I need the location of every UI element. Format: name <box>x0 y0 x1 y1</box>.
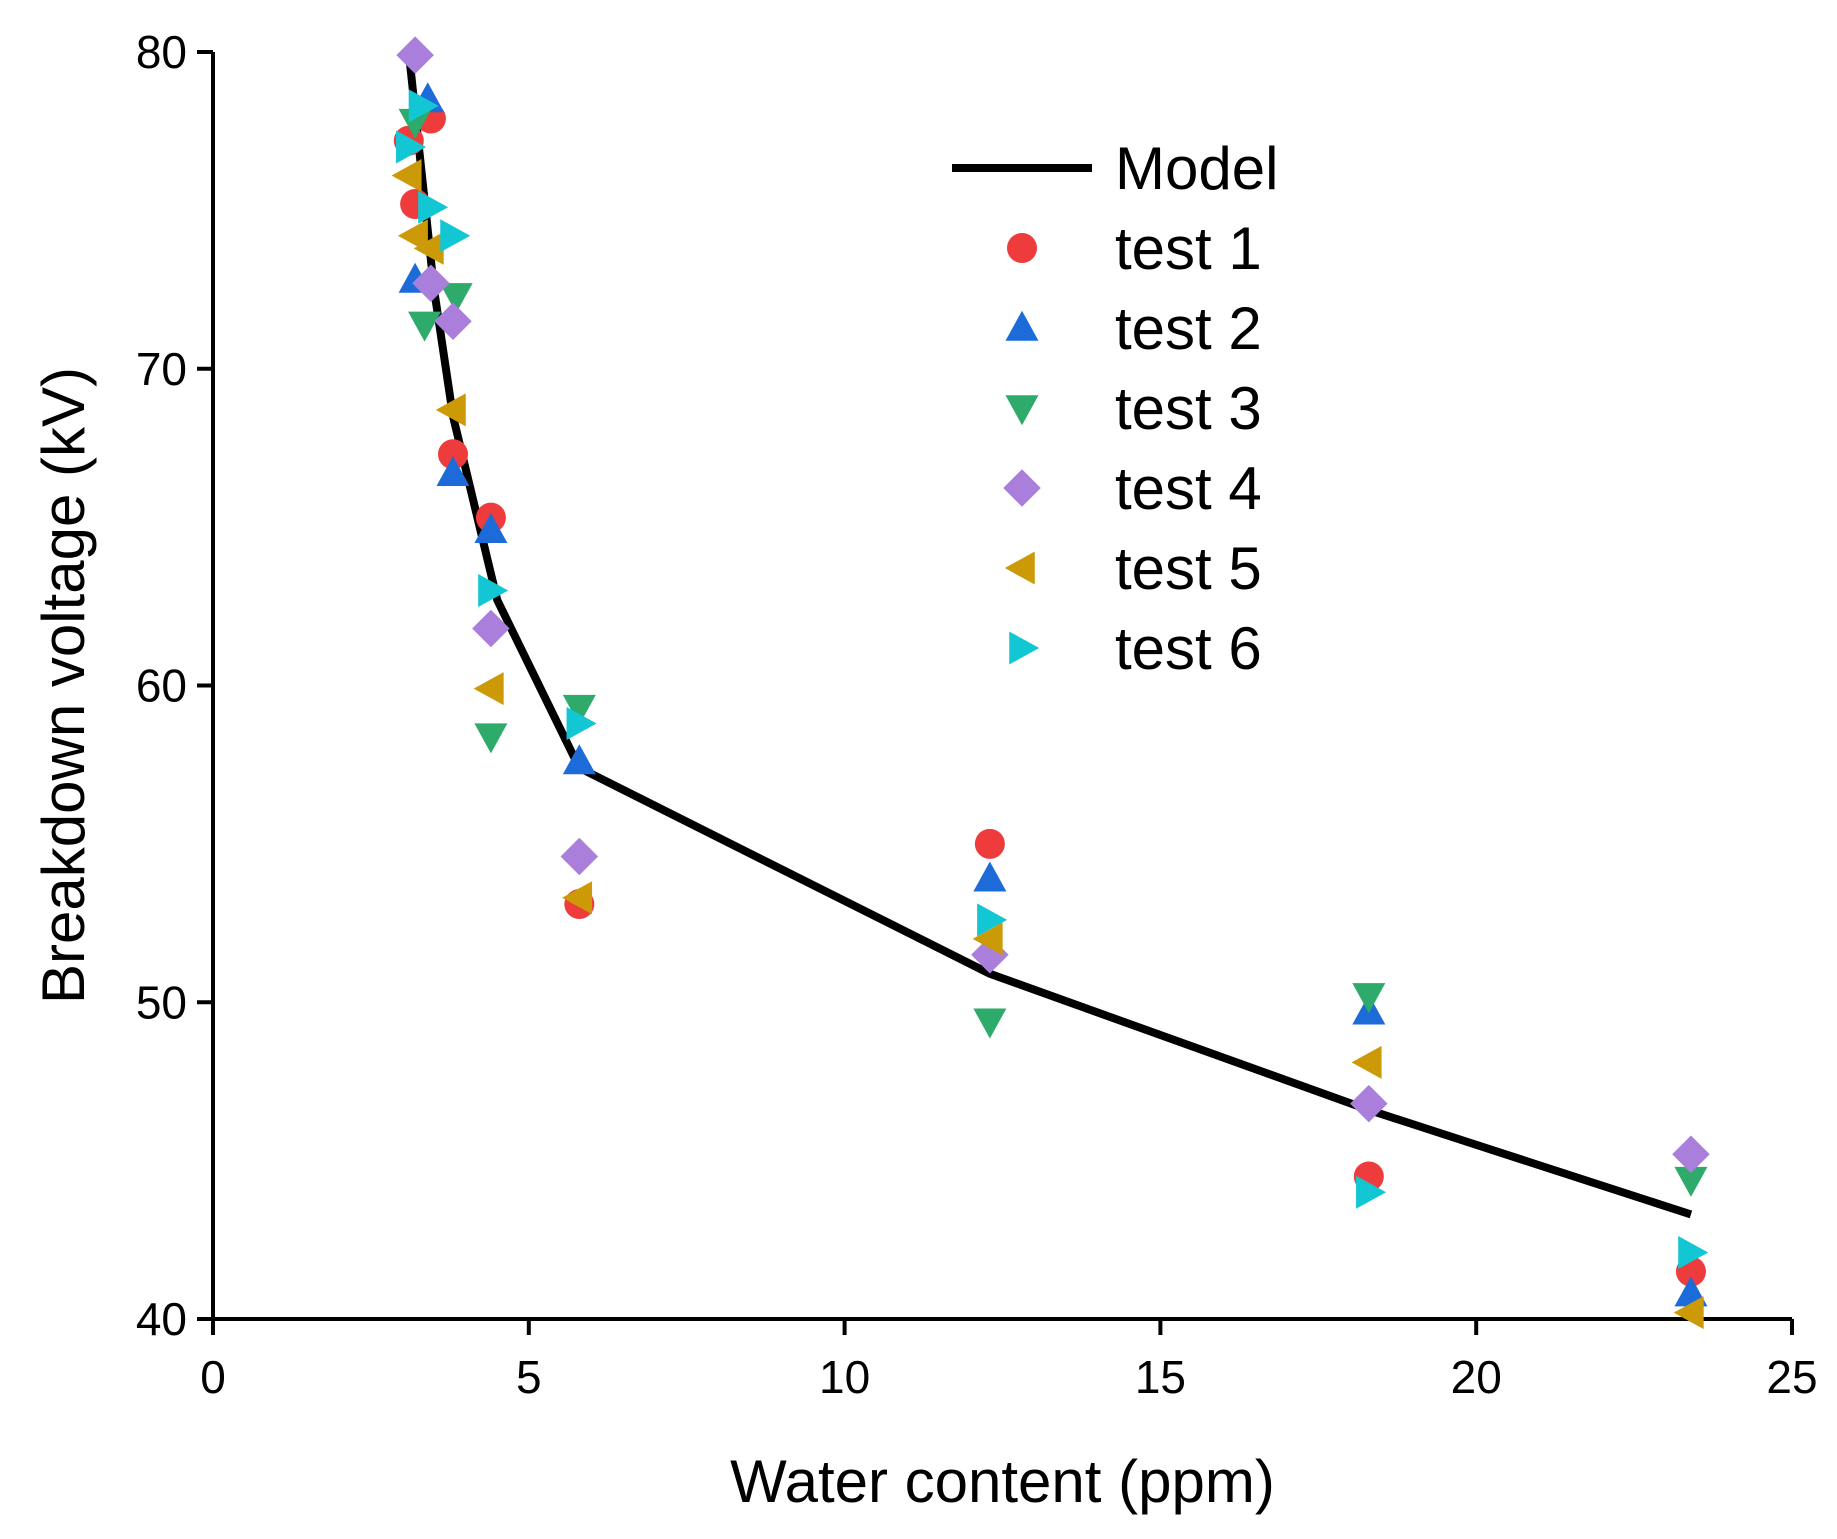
data-point <box>562 881 593 915</box>
series-test-2 <box>398 82 1708 1307</box>
x-tick-label: 25 <box>1766 1351 1817 1403</box>
legend-label: test 4 <box>1115 455 1262 522</box>
data-point <box>1672 1135 1710 1174</box>
data-point <box>396 36 434 74</box>
legend-label: test 1 <box>1115 215 1262 282</box>
legend-label: test 5 <box>1115 535 1262 602</box>
x-tick-label: 15 <box>1135 1351 1186 1403</box>
legend: Model test 1 test 2 test 3 test 4 test 5 test … <box>952 135 1278 682</box>
data-point <box>562 744 596 775</box>
legend-label-model: Model <box>1115 135 1278 202</box>
data-point <box>1352 983 1386 1014</box>
model-line <box>404 51 1693 1219</box>
data-point <box>398 108 432 139</box>
marker-layer <box>391 36 1710 1330</box>
legend-label: test 2 <box>1115 295 1262 362</box>
legend-marker <box>1005 395 1039 426</box>
data-point <box>973 861 1007 892</box>
legend-marker <box>1004 551 1035 585</box>
legend-label: test 6 <box>1115 615 1262 682</box>
y-ticks: 40 50 60 70 80 <box>136 26 213 1345</box>
data-point <box>396 130 427 164</box>
data-point <box>562 694 596 725</box>
data-point <box>1351 1045 1382 1079</box>
data-point <box>412 264 450 302</box>
data-point <box>566 707 597 741</box>
y-tick-label: 70 <box>136 343 187 395</box>
data-point <box>434 302 472 340</box>
data-point <box>391 159 422 193</box>
data-point <box>977 903 1008 937</box>
data-point <box>473 672 504 706</box>
data-point <box>436 456 470 487</box>
data-point <box>1673 1296 1704 1330</box>
data-point <box>474 723 508 754</box>
x-tick-label: 0 <box>200 1351 226 1403</box>
data-point <box>472 609 510 648</box>
x-ticks: 0 5 10 15 20 25 <box>200 1319 1818 1403</box>
x-tick-label: 20 <box>1451 1351 1502 1403</box>
series-test-4 <box>396 36 1710 1174</box>
y-tick-label: 50 <box>136 976 187 1028</box>
data-point <box>560 837 599 876</box>
data-point <box>974 828 1005 859</box>
data-point <box>418 190 449 224</box>
series-test-3 <box>398 108 1708 1197</box>
series-test-6 <box>396 89 1709 1269</box>
data-point <box>438 439 469 470</box>
data-point <box>1356 1175 1387 1209</box>
data-point <box>1674 1166 1708 1197</box>
data-point <box>972 922 1003 956</box>
legend-label: test 3 <box>1115 375 1262 442</box>
data-point <box>1678 1235 1709 1269</box>
data-point <box>474 513 508 544</box>
data-point <box>440 219 471 253</box>
x-tick-label: 10 <box>819 1351 870 1403</box>
data-point <box>435 393 466 427</box>
x-tick-label: 5 <box>516 1351 542 1403</box>
model-line-layer <box>404 51 1693 1219</box>
data-point <box>973 1008 1007 1039</box>
legend-marker <box>1007 233 1037 263</box>
legend-marker <box>1005 310 1039 341</box>
data-point <box>413 231 444 265</box>
data-point <box>408 311 442 342</box>
x-axis-title: Water content (ppm) <box>730 1448 1275 1515</box>
y-tick-label: 40 <box>136 1293 187 1345</box>
series-test-5 <box>391 159 1704 1330</box>
data-point <box>1350 1084 1388 1123</box>
legend-marker <box>1003 469 1041 507</box>
y-tick-label: 60 <box>136 660 187 712</box>
y-axis-title: Breakdown voltage (kV) <box>30 367 97 1004</box>
y-tick-label: 80 <box>136 26 187 78</box>
legend-marker <box>1009 631 1040 665</box>
data-point <box>397 219 428 253</box>
data-point <box>408 89 439 123</box>
data-point <box>478 573 509 607</box>
data-point <box>439 283 473 314</box>
